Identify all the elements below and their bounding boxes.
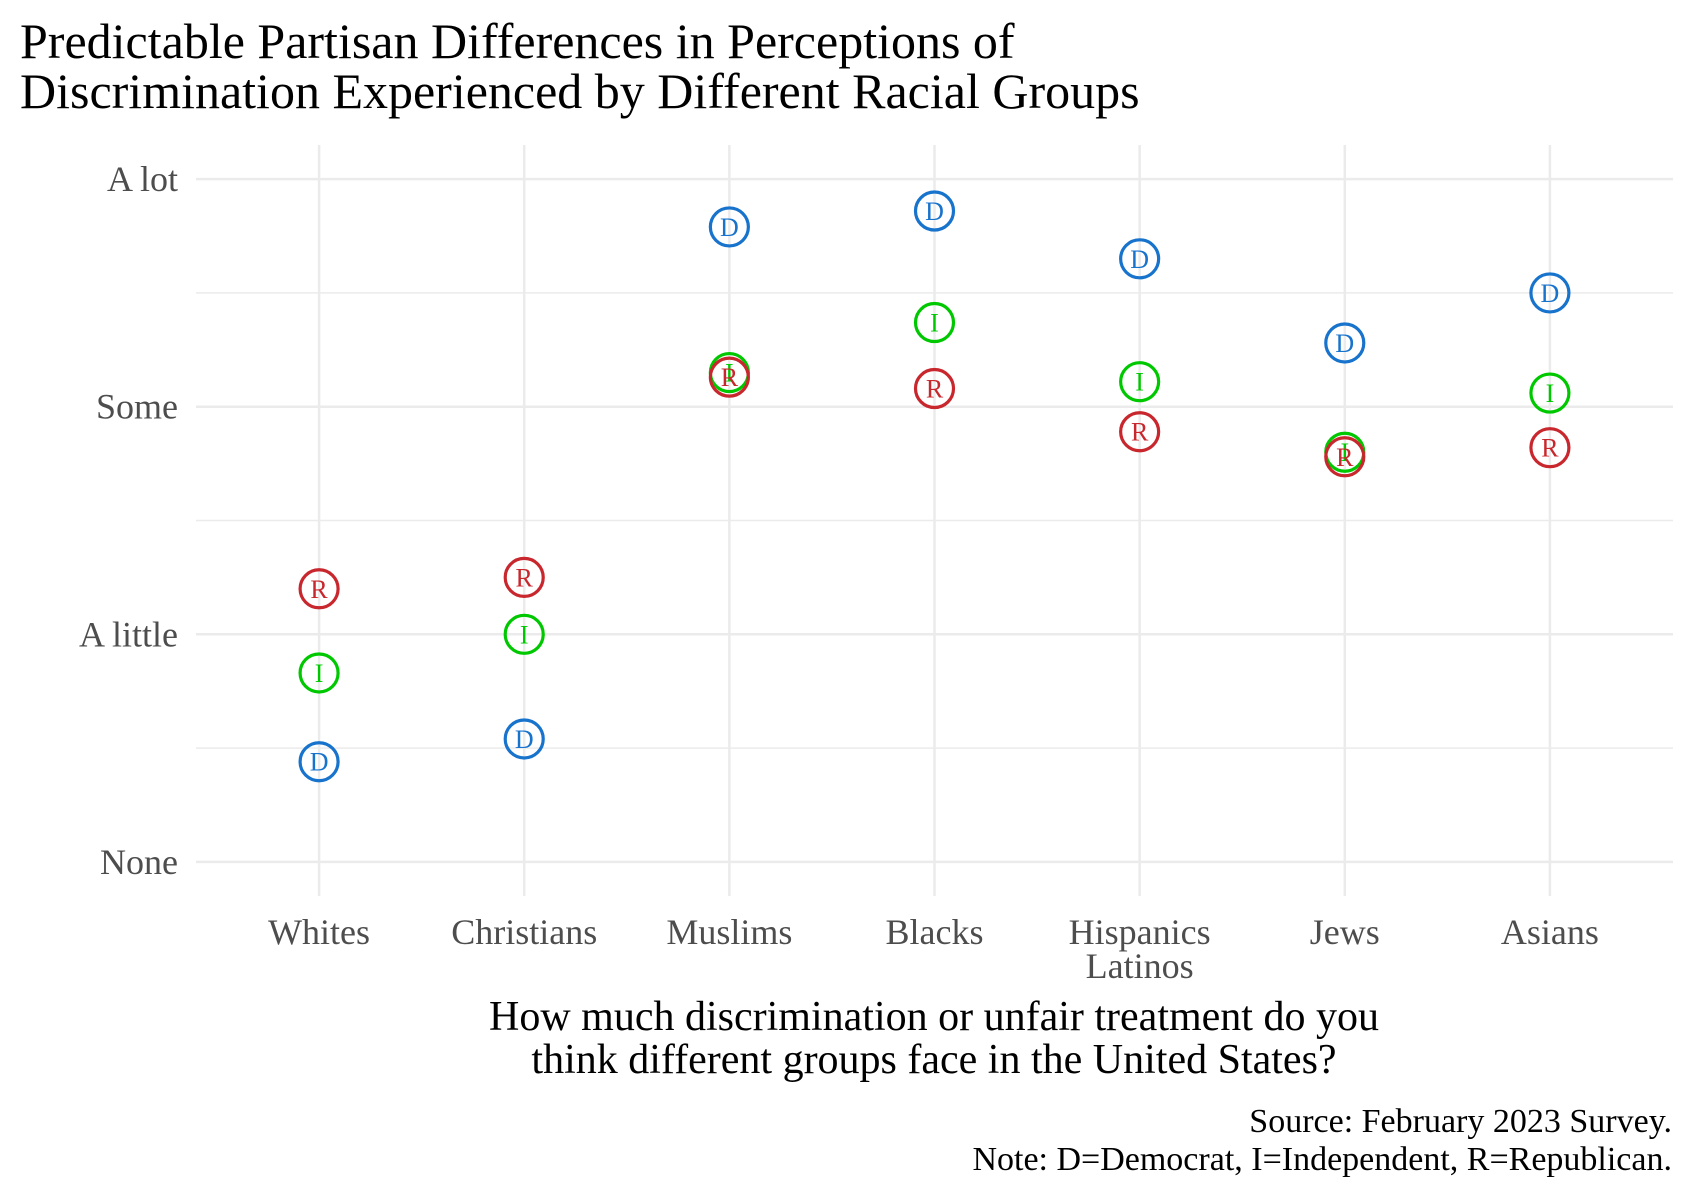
x-tick-label: Asians — [1501, 912, 1599, 952]
marker-circle — [298, 568, 340, 610]
data-point-d: D — [503, 718, 545, 760]
caption-source: Source: February 2023 Survey. — [1249, 1103, 1672, 1140]
marker-letter: D — [310, 748, 329, 777]
marker-circle — [298, 652, 340, 694]
marker-circle — [913, 367, 956, 410]
data-point-d: D — [298, 741, 340, 783]
data-point-d: D — [1119, 238, 1161, 280]
caption-note: Note: D=Democrat, I=Independent, R=Repub… — [972, 1141, 1672, 1178]
marker-circle — [503, 718, 545, 760]
data-point-r: R — [1324, 436, 1366, 478]
x-axis-title-line-2: think different groups face in the Unite… — [531, 1037, 1336, 1083]
marker-letter: I — [1135, 368, 1144, 397]
marker-letter: R — [721, 363, 739, 392]
marker-letter: D — [1541, 279, 1560, 308]
title-line-2: Discrimination Experienced by Different … — [20, 63, 1140, 119]
marker-circle — [1324, 322, 1366, 364]
caption: Source: February 2023 Survey. Note: D=De… — [972, 1103, 1672, 1178]
x-tick-label: Jews — [1310, 912, 1380, 952]
marker-letter: R — [1541, 434, 1559, 463]
data-point-d: D — [1529, 272, 1571, 314]
marker-circle — [503, 556, 545, 598]
marker-letter: R — [310, 575, 328, 604]
y-tick-label: Some — [96, 387, 178, 427]
marker-circle — [913, 301, 956, 344]
marker-letter: D — [1335, 329, 1354, 358]
x-axis-ticks: Whites Christians Muslims Blacks HispanicsLa… — [268, 912, 1599, 986]
marker-circle — [1119, 361, 1161, 403]
data-point-i: I — [298, 652, 340, 694]
marker-letter: I — [1340, 438, 1349, 467]
y-tick-label: A little — [79, 614, 178, 654]
marker-letter: R — [516, 563, 534, 592]
marker-circle — [708, 356, 750, 398]
x-tick-label: Hispanics — [1069, 912, 1211, 952]
marker-circle — [1529, 427, 1571, 469]
marker-circle — [503, 613, 545, 655]
chart-title: Predictable Partisan Differences in Perc… — [20, 13, 1140, 119]
marker-circle — [708, 206, 750, 248]
x-axis-title: How much discrimination or unfair treatm… — [489, 994, 1379, 1083]
data-point-r: R — [298, 568, 340, 610]
marker-letter: I — [930, 309, 939, 338]
data-point-d: D — [1324, 322, 1366, 364]
marker-circle — [1119, 411, 1161, 453]
marker-circle — [1324, 436, 1366, 478]
data-point-r: R — [913, 367, 956, 410]
x-axis-title-line-1: How much discrimination or unfair treatm… — [489, 994, 1379, 1040]
marker-circle — [1119, 238, 1161, 280]
data-point-r: R — [1119, 411, 1161, 453]
marker-letter: I — [315, 659, 324, 688]
data-point-d: D — [708, 206, 750, 248]
data-point-d: D — [913, 190, 956, 232]
marker-circle — [1529, 372, 1571, 414]
marker-circle — [298, 741, 340, 783]
marker-letter: D — [925, 197, 944, 226]
marker-letter: D — [720, 213, 739, 242]
data-point-r: R — [1529, 427, 1571, 469]
marker-letter: I — [1546, 379, 1555, 408]
y-tick-label: None — [100, 842, 178, 882]
title-line-1: Predictable Partisan Differences in Perc… — [20, 13, 1015, 69]
marker-circle — [913, 190, 956, 232]
x-tick-label: Christians — [451, 912, 597, 952]
data-point-i: I — [503, 613, 545, 655]
marker-letter: I — [725, 359, 734, 388]
x-tick-label: Blacks — [886, 912, 984, 952]
x-tick-label: Whites — [268, 912, 370, 952]
y-axis-ticks: None A little Some A lot — [79, 159, 178, 882]
grid — [196, 145, 1673, 896]
data-point-i: I — [1529, 372, 1571, 414]
data-point-r: R — [708, 356, 750, 398]
data-point-r: R — [503, 556, 545, 598]
x-tick-label: Muslims — [666, 912, 792, 952]
marker-letter: R — [1131, 418, 1149, 447]
y-tick-label: A lot — [107, 159, 178, 199]
marker-letter: R — [926, 375, 944, 404]
marker-letter: D — [1130, 245, 1149, 274]
marker-letter: D — [515, 725, 534, 754]
data-point-i: I — [913, 301, 956, 344]
marker-circle — [1529, 272, 1571, 314]
x-tick-label: Latinos — [1086, 946, 1194, 986]
marker-letter: I — [520, 620, 529, 649]
marker-letter: R — [1336, 443, 1354, 472]
data-point-i: I — [1119, 361, 1161, 403]
